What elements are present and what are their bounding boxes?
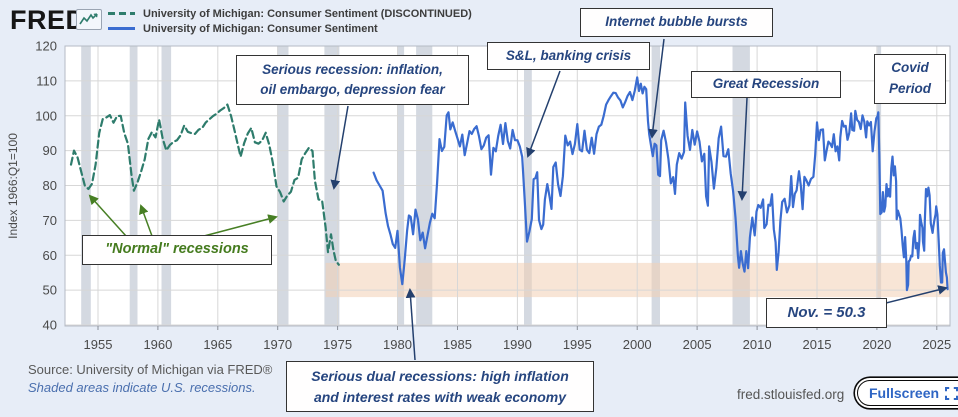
chart-legend: University of Michigan: Consumer Sentime… [108, 6, 472, 36]
svg-text:2000: 2000 [623, 337, 652, 352]
svg-text:40: 40 [43, 318, 57, 333]
sparkline-icon [76, 9, 102, 30]
svg-text:60: 60 [43, 248, 57, 263]
svg-text:100: 100 [35, 108, 57, 123]
annotation-covid-period: Covid Period [874, 54, 946, 104]
svg-text:1975: 1975 [323, 337, 352, 352]
svg-text:1985: 1985 [443, 337, 472, 352]
svg-text:90: 90 [43, 143, 57, 158]
svg-text:80: 80 [43, 178, 57, 193]
legend-item-discontinued: University of Michigan: Consumer Sentime… [108, 6, 472, 21]
fred-logo-text: FRED [10, 5, 86, 35]
annotation-great-recession: Great Recession [691, 71, 841, 98]
recession-note-text: Shaded areas indicate U.S. recessions. [28, 380, 256, 395]
svg-text:1995: 1995 [563, 337, 592, 352]
svg-text:2015: 2015 [803, 337, 832, 352]
svg-text:2020: 2020 [862, 337, 891, 352]
svg-text:1955: 1955 [84, 337, 113, 352]
annotation-serious-recession: Serious recession: inflation, oil embarg… [236, 55, 469, 105]
svg-text:1990: 1990 [503, 337, 532, 352]
svg-text:50: 50 [43, 283, 57, 298]
svg-text:120: 120 [35, 39, 57, 54]
legend-swatch-solid [108, 27, 135, 30]
svg-text:1980: 1980 [383, 337, 412, 352]
annotation-sl-banking-crisis: S&L, banking crisis [487, 42, 650, 70]
svg-text:2025: 2025 [922, 337, 951, 352]
annotation-dual-recessions: Serious dual recessions: high inflation … [286, 361, 594, 412]
source-text: Source: University of Michigan via FRED® [28, 362, 273, 377]
svg-text:Index 1966:Q1=100: Index 1966:Q1=100 [6, 133, 20, 239]
legend-label-current: University of Michigan: Consumer Sentime… [143, 22, 378, 35]
annotation-nov-value: Nov. = 50.3 [766, 298, 887, 328]
legend-swatch-dashed [108, 12, 135, 15]
legend-item-current: University of Michigan: Consumer Sentime… [108, 21, 472, 36]
fred-site-link[interactable]: fred.stlouisfed.org [737, 387, 845, 402]
svg-text:1970: 1970 [263, 337, 292, 352]
svg-text:70: 70 [43, 213, 57, 228]
svg-text:1965: 1965 [203, 337, 232, 352]
svg-text:1960: 1960 [143, 337, 172, 352]
annotation-internet-bubble: Internet bubble bursts [580, 8, 773, 37]
svg-text:110: 110 [36, 73, 57, 88]
svg-text:2010: 2010 [743, 337, 772, 352]
fullscreen-button[interactable]: Fullscreen [857, 380, 958, 406]
fullscreen-label: Fullscreen [869, 385, 940, 401]
annotation-normal-recessions: "Normal" recessions [82, 235, 272, 265]
legend-label-discontinued: University of Michigan: Consumer Sentime… [143, 7, 472, 20]
svg-text:2005: 2005 [683, 337, 712, 352]
fullscreen-expand-icon [945, 386, 958, 400]
